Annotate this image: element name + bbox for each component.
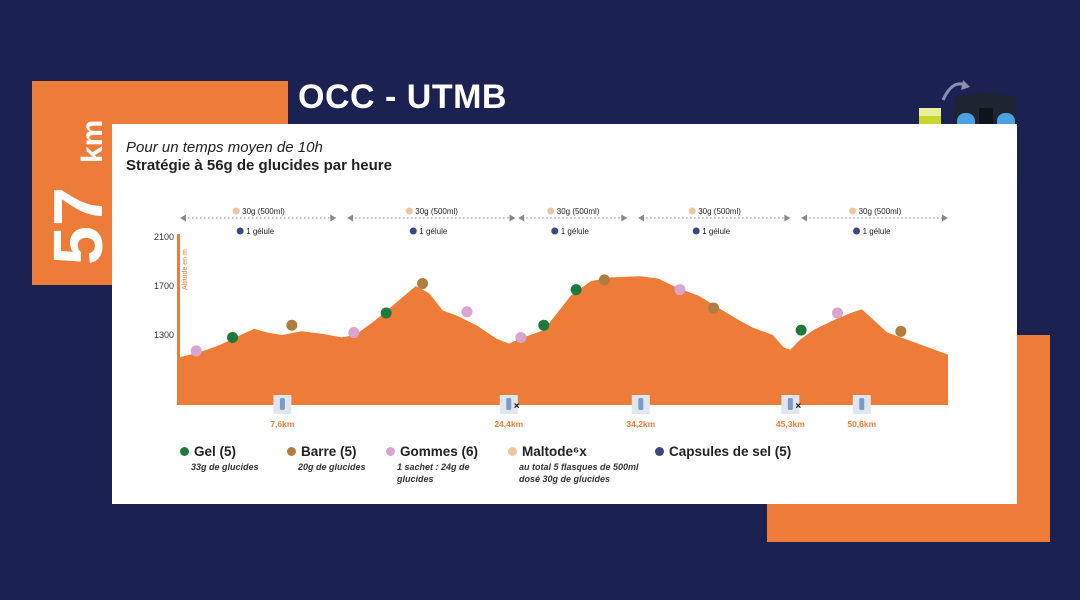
subtitle-strategy: Stratégie à 56g de glucides par heure bbox=[126, 157, 392, 174]
y-tick-label: 1700 bbox=[154, 281, 174, 291]
maltodex-dot bbox=[688, 207, 696, 215]
legend-note: 20g de glucides bbox=[298, 462, 366, 472]
segment-arrow-right bbox=[330, 214, 337, 222]
barre-marker bbox=[598, 274, 610, 286]
barre-dot-icon bbox=[287, 447, 296, 456]
gel-marker bbox=[380, 307, 392, 319]
segment-capsule-label: 1 gélule bbox=[863, 227, 892, 236]
bottle-icon bbox=[638, 398, 644, 410]
gel-marker bbox=[538, 319, 550, 331]
segment-arrow-right bbox=[942, 214, 948, 222]
legend-gommes: Gommes (6) 1 sachet : 24g de glucides bbox=[386, 444, 487, 485]
gommes-dot-icon bbox=[386, 447, 395, 456]
segment-maltodex-label: 30g (500ml) bbox=[415, 207, 458, 216]
bottle-icon bbox=[279, 398, 285, 410]
segment-capsule-label: 1 gélule bbox=[246, 227, 275, 236]
capsule-dot bbox=[236, 227, 244, 235]
bottle-icon bbox=[506, 398, 512, 410]
maltodex-dot bbox=[405, 207, 413, 215]
segment-capsule-label: 1 gélule bbox=[702, 227, 731, 236]
maltodex-dot bbox=[232, 207, 240, 215]
race-distance: 57 km bbox=[40, 120, 117, 265]
capsule-dot bbox=[692, 227, 700, 235]
legend-barre: Barre (5) 20g de glucides bbox=[287, 444, 366, 473]
legend-label: Capsules de sel (5) bbox=[669, 444, 792, 459]
legend-label: Maltode⁶x bbox=[522, 444, 587, 459]
barre-marker bbox=[286, 319, 298, 331]
capsule-dot bbox=[551, 227, 559, 235]
y-axis-line bbox=[177, 234, 180, 405]
maltodex-dot-icon bbox=[508, 447, 517, 456]
gommes-marker bbox=[461, 306, 473, 318]
segment-arrow-right bbox=[621, 214, 628, 222]
legend-note: au total 5 flasques de 500ml dosé 30g de… bbox=[519, 462, 639, 484]
legend-label: Barre (5) bbox=[301, 444, 357, 459]
segment-arrow-left bbox=[518, 214, 525, 222]
legend-gel: Gel (5) 33g de glucides bbox=[180, 444, 259, 473]
segment-arrow-right bbox=[784, 214, 791, 222]
segment-arrow-left bbox=[638, 214, 645, 222]
segment-arrow-left bbox=[801, 214, 808, 222]
subtitle-time: Pour un temps moyen de 10h bbox=[126, 139, 323, 156]
aid-station-label: 34,2km bbox=[626, 419, 655, 429]
segment-maltodex-label: 30g (500ml) bbox=[242, 207, 285, 216]
capsule-dot-icon bbox=[655, 447, 664, 456]
barre-marker bbox=[708, 302, 720, 314]
gommes-marker bbox=[348, 327, 360, 339]
barre-marker bbox=[895, 325, 907, 337]
maltodex-dot bbox=[849, 207, 857, 215]
maltodex-dot bbox=[547, 207, 555, 215]
segment-maltodex-label: 30g (500ml) bbox=[557, 207, 600, 216]
segment-maltodex-label: 30g (500ml) bbox=[859, 207, 902, 216]
legend-capsules: Capsules de sel (5) bbox=[655, 444, 791, 459]
segment-capsule-label: 1 gélule bbox=[561, 227, 590, 236]
aid-station-label: 24,4km bbox=[494, 419, 523, 429]
gel-marker bbox=[227, 331, 239, 343]
legend-note: 1 sachet : 24g de glucides bbox=[397, 462, 470, 484]
barre-marker bbox=[417, 278, 429, 290]
aid-station-label: 50,6km bbox=[847, 419, 876, 429]
gommes-marker bbox=[190, 345, 202, 357]
capsule-dot bbox=[853, 227, 861, 235]
segment-arrow-left bbox=[347, 214, 354, 222]
y-tick-label: 1300 bbox=[154, 330, 174, 340]
bottle-icon bbox=[859, 398, 865, 410]
segment-arrow-right bbox=[509, 214, 516, 222]
no-refill-icon: × bbox=[514, 401, 520, 412]
bottle-icon bbox=[787, 398, 793, 410]
gommes-marker bbox=[515, 331, 527, 343]
gommes-marker bbox=[832, 307, 844, 319]
legend-maltodex: Maltode⁶x au total 5 flasques de 500ml d… bbox=[508, 444, 649, 485]
gel-dot-icon bbox=[180, 447, 189, 456]
race-title: OCC - UTMB bbox=[298, 78, 507, 116]
legend-note: 33g de glucides bbox=[191, 462, 259, 472]
elevation-area bbox=[180, 276, 948, 405]
distance-number: 57 bbox=[40, 187, 117, 265]
gommes-marker bbox=[674, 284, 686, 296]
legend-label: Gel (5) bbox=[194, 444, 237, 459]
no-refill-icon: × bbox=[795, 401, 801, 412]
gel-marker bbox=[795, 324, 807, 336]
distance-unit: km bbox=[76, 120, 109, 163]
segment-arrow-left bbox=[180, 214, 186, 222]
segment-capsule-label: 1 gélule bbox=[419, 227, 448, 236]
aid-station-label: 7,6km bbox=[270, 419, 295, 429]
y-axis-label: Altitude en m bbox=[182, 249, 189, 290]
capsule-dot bbox=[409, 227, 417, 235]
aid-station-label: 45,3km bbox=[776, 419, 805, 429]
gel-marker bbox=[570, 284, 582, 296]
segment-maltodex-label: 30g (500ml) bbox=[698, 207, 741, 216]
legend-label: Gommes (6) bbox=[400, 444, 479, 459]
y-tick-label: 2100 bbox=[154, 232, 174, 242]
